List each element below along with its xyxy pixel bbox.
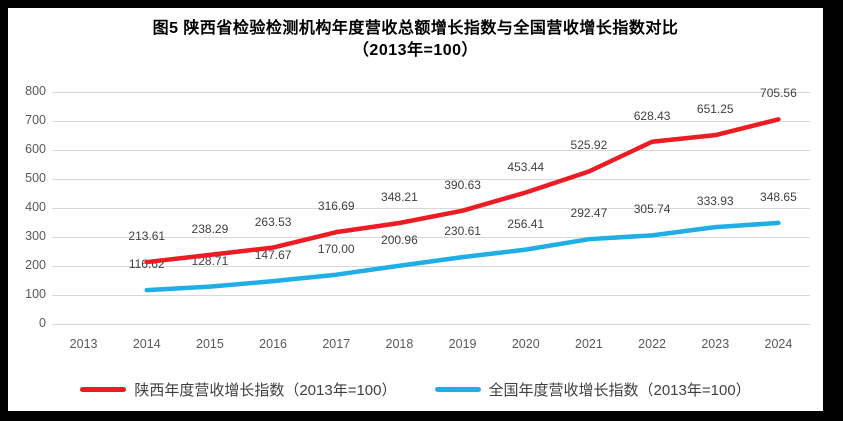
y-axis-tick-label: 700 [25, 113, 46, 127]
y-axis-tick-label: 800 [25, 84, 46, 98]
data-label: 263.53 [254, 214, 292, 229]
data-label: 200.96 [381, 232, 418, 247]
x-axis-tick-label: 2020 [511, 337, 540, 351]
gridline [52, 91, 810, 93]
data-label: 238.29 [191, 221, 229, 236]
series-line-shaanxi [144, 117, 781, 265]
chart-title-line1: 图5 陕西省检验检测机构年度营收总额增长指数与全国营收增长指数对比 [152, 20, 679, 37]
x-axis-tick-label: 2017 [322, 337, 351, 351]
legend-label-shaanxi: 陕西年度营收增长指数（2013年=100） [134, 382, 397, 399]
data-label: 705.56 [760, 86, 797, 101]
data-label: 348.65 [760, 189, 797, 204]
x-axis-tick-label: 2023 [701, 337, 730, 351]
gridline [52, 294, 810, 296]
data-label: 230.61 [444, 224, 481, 239]
data-label: 147.67 [254, 248, 292, 263]
x-axis-tick-label: 2019 [448, 337, 477, 351]
chart-title: 图5 陕西省检验检测机构年度营收总额增长指数与全国营收增长指数对比 （2013年… [8, 18, 823, 62]
legend: 陕西年度营收增长指数（2013年=100） 全国年度营收增长指数（2013年=1… [8, 379, 823, 400]
gridline [52, 323, 810, 325]
x-axis-tick-label: 2021 [575, 337, 603, 351]
data-label: 525.92 [570, 138, 608, 153]
data-label: 348.21 [381, 190, 418, 205]
gridline [52, 236, 810, 238]
data-label: 628.43 [633, 108, 671, 123]
y-axis-tick-label: 400 [25, 200, 46, 214]
data-label: 256.41 [507, 216, 545, 231]
legend-swatch-national [434, 387, 481, 392]
data-label: 333.93 [696, 194, 734, 209]
y-axis-tick-label: 600 [25, 142, 46, 156]
data-label: 651.25 [696, 102, 734, 117]
x-axis-tick-label: 2013 [69, 337, 98, 351]
legend-item-national: 全国年度营收增长指数（2013年=100） [434, 379, 751, 400]
y-axis-tick-label: 100 [25, 287, 46, 301]
x-axis-tick-label: 2014 [132, 337, 161, 351]
legend-swatch-shaanxi [80, 387, 127, 392]
gridline [52, 265, 810, 267]
x-axis-tick-label: 2016 [259, 337, 287, 351]
data-label: 292.47 [570, 206, 608, 221]
x-axis-tick-label: 2024 [764, 337, 793, 351]
data-label: 453.44 [507, 159, 545, 174]
legend-item-shaanxi: 陕西年度营收增长指数（2013年=100） [80, 379, 397, 400]
data-label: 170.00 [317, 241, 355, 256]
x-axis-tick-label: 2015 [196, 337, 224, 351]
data-label: 390.63 [444, 177, 481, 192]
y-axis-tick-label: 300 [25, 229, 46, 243]
plot-area: 0 100 200 300 400 500 600 700 800 2013 2014 2015 201… [8, 8, 823, 411]
gridline [52, 149, 810, 151]
chart-title-line2: （2013年=100） [352, 42, 479, 59]
legend-label-national: 全国年度营收增长指数（2013年=100） [488, 382, 751, 399]
series-lines [144, 117, 781, 293]
data-label: 213.61 [128, 229, 166, 244]
y-axis-tick-label: 0 [39, 316, 46, 330]
gridline [52, 178, 810, 180]
gridline [52, 207, 810, 209]
y-axis-tick-label: 200 [25, 258, 46, 272]
x-axis-tick-label: 2022 [638, 337, 666, 351]
data-label: 305.74 [633, 202, 671, 217]
x-axis-tick-label: 2018 [385, 337, 414, 351]
data-label: 316.69 [317, 199, 355, 214]
chart-panel: 图5 陕西省检验检测机构年度营收总额增长指数与全国营收增长指数对比 （2013年… [8, 8, 823, 411]
y-axis-tick-label: 500 [25, 171, 46, 185]
series-line-national [144, 220, 781, 293]
gridline [52, 120, 810, 122]
